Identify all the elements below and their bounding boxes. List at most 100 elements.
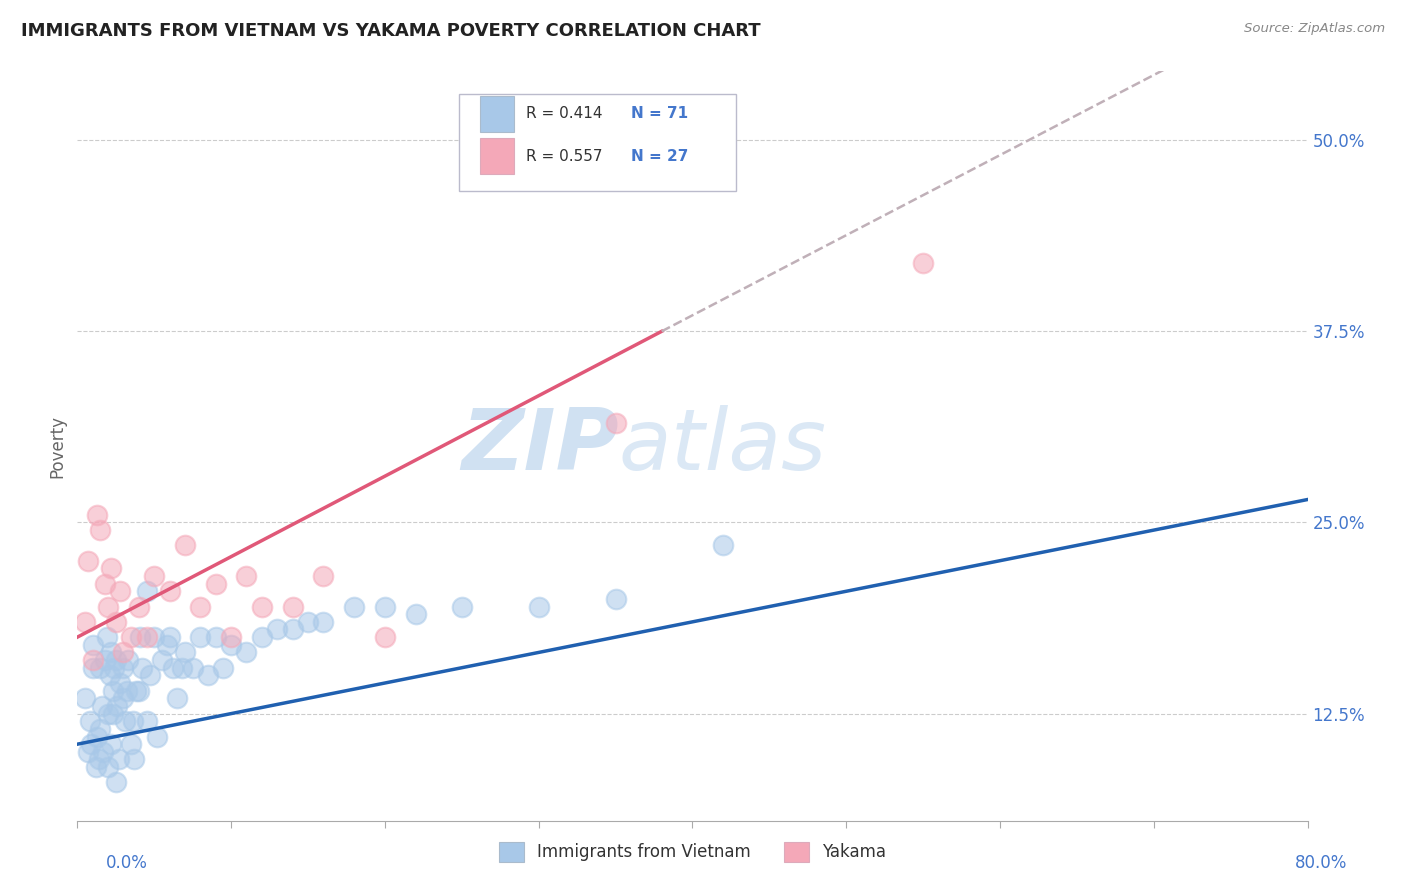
Point: [135, 714, 157, 729]
Point: [128, 683, 150, 698]
Text: atlas: atlas: [619, 404, 827, 488]
Point: [89, 523, 111, 537]
Point: [77, 745, 100, 759]
Point: [527, 599, 550, 614]
Point: [143, 569, 166, 583]
Point: [93, 745, 115, 759]
Point: [94, 576, 117, 591]
Point: [912, 255, 935, 269]
Text: R = 0.414: R = 0.414: [526, 106, 603, 121]
Point: [112, 645, 135, 659]
Point: [98, 668, 121, 682]
Point: [159, 630, 181, 644]
Point: [250, 599, 273, 614]
Y-axis label: Poverty: Poverty: [48, 415, 66, 477]
Point: [100, 737, 122, 751]
Point: [219, 630, 242, 644]
Point: [82, 638, 104, 652]
Point: [120, 630, 142, 644]
Point: [110, 676, 132, 690]
Point: [235, 645, 257, 659]
Point: [97, 599, 120, 614]
Point: [312, 569, 335, 583]
Bar: [479, 138, 515, 174]
Point: [73, 615, 96, 629]
Point: [125, 683, 148, 698]
Point: [155, 638, 177, 652]
Point: [89, 661, 111, 675]
Legend: Immigrants from Vietnam, Yakama: Immigrants from Vietnam, Yakama: [492, 835, 893, 869]
Point: [143, 630, 166, 644]
Point: [204, 576, 226, 591]
Point: [122, 752, 145, 766]
Point: [297, 615, 319, 629]
Point: [170, 661, 193, 675]
Point: [114, 714, 136, 729]
Point: [110, 584, 132, 599]
Point: [117, 653, 139, 667]
Point: [100, 645, 122, 659]
Point: [101, 706, 124, 721]
Point: [131, 661, 153, 675]
Point: [212, 661, 235, 675]
Text: ZIP: ZIP: [461, 404, 619, 488]
Text: IMMIGRANTS FROM VIETNAM VS YAKAMA POVERTY CORRELATION CHART: IMMIGRANTS FROM VIETNAM VS YAKAMA POVERT…: [21, 22, 761, 40]
Point: [104, 615, 127, 629]
Point: [120, 737, 142, 751]
Text: Source: ZipAtlas.com: Source: ZipAtlas.com: [1244, 22, 1385, 36]
Point: [129, 630, 152, 644]
Point: [374, 630, 396, 644]
Point: [174, 538, 197, 552]
Point: [343, 599, 366, 614]
Point: [266, 623, 288, 637]
Point: [174, 645, 197, 659]
Point: [159, 584, 181, 599]
Point: [188, 630, 212, 644]
Text: N = 71: N = 71: [631, 106, 688, 121]
Point: [100, 561, 122, 575]
Point: [250, 630, 273, 644]
Point: [166, 691, 188, 706]
Point: [108, 752, 131, 766]
Point: [128, 599, 150, 614]
Point: [115, 683, 138, 698]
Point: [94, 653, 117, 667]
Point: [101, 683, 124, 698]
Point: [605, 416, 627, 430]
Point: [204, 630, 226, 644]
Point: [450, 599, 472, 614]
Point: [281, 599, 304, 614]
Text: N = 27: N = 27: [631, 149, 689, 163]
FancyBboxPatch shape: [458, 94, 735, 191]
Point: [79, 714, 101, 729]
Point: [312, 615, 335, 629]
Point: [73, 691, 96, 706]
Point: [188, 599, 212, 614]
Point: [121, 714, 143, 729]
Point: [219, 638, 242, 652]
Point: [87, 752, 110, 766]
Point: [150, 653, 173, 667]
Point: [84, 760, 107, 774]
Point: [82, 661, 104, 675]
Point: [197, 668, 219, 682]
Point: [86, 730, 108, 744]
Point: [135, 630, 157, 644]
Point: [86, 508, 108, 522]
Point: [281, 623, 304, 637]
Point: [97, 706, 120, 721]
Bar: [479, 95, 515, 132]
Point: [103, 661, 125, 675]
Point: [162, 661, 184, 675]
Point: [112, 691, 135, 706]
Point: [77, 554, 100, 568]
Point: [80, 737, 103, 751]
Point: [146, 730, 169, 744]
Point: [105, 698, 128, 713]
Point: [374, 599, 396, 614]
Point: [711, 538, 734, 552]
Point: [90, 698, 114, 713]
Point: [235, 569, 257, 583]
Point: [181, 661, 204, 675]
Point: [89, 722, 111, 736]
